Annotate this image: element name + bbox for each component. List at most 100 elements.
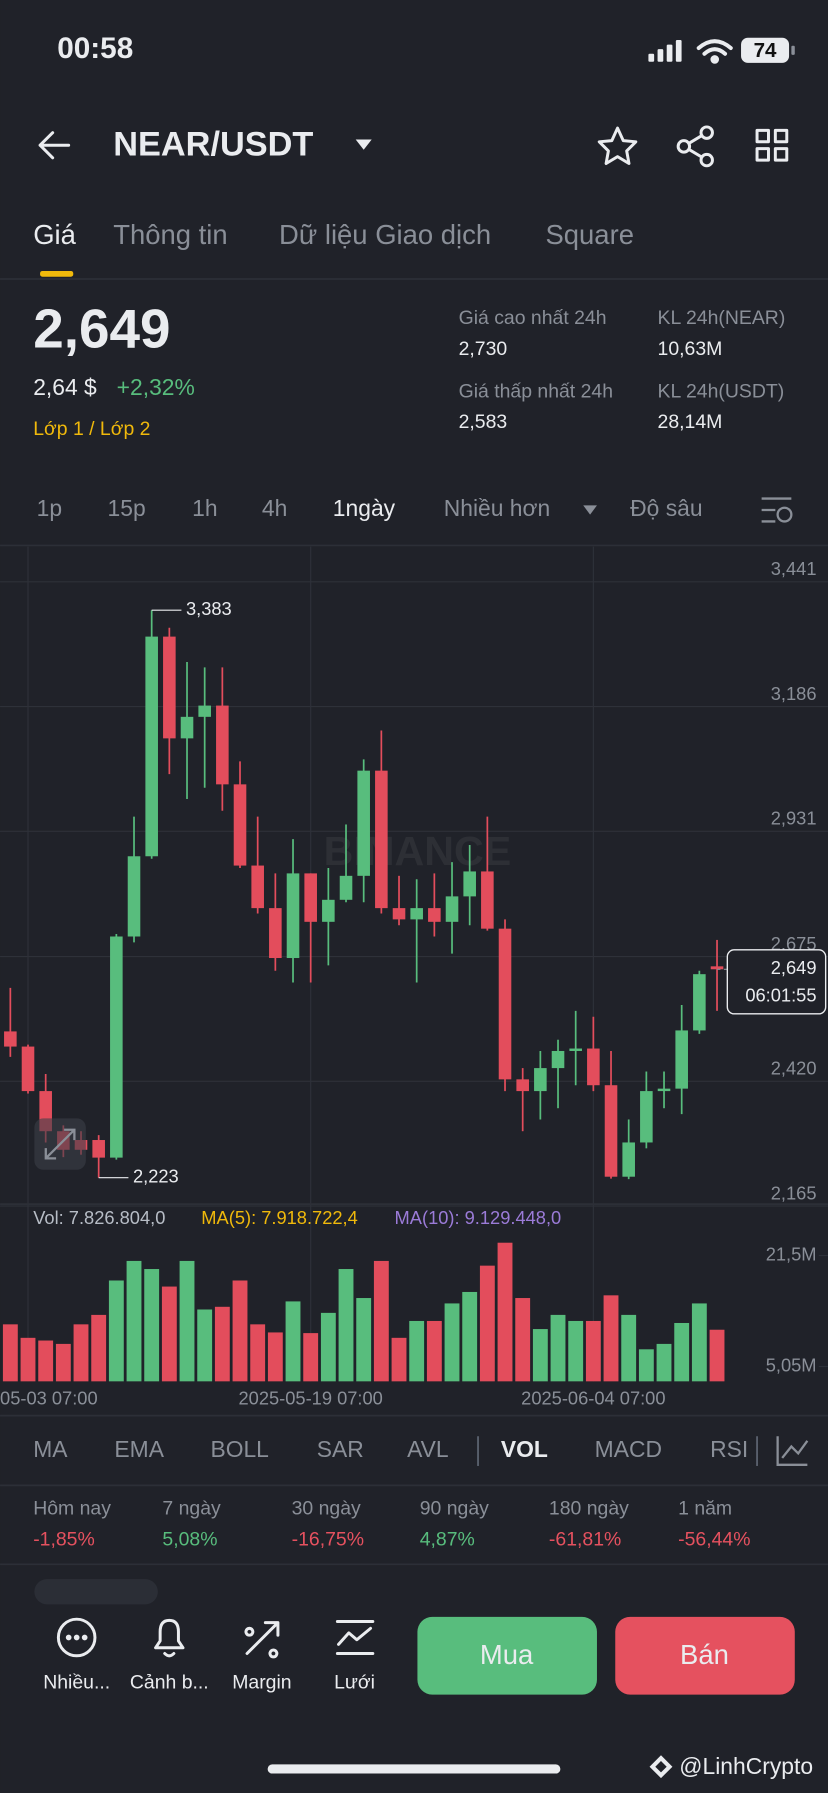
perf-label: 7 ngày xyxy=(162,1498,221,1520)
indicator[interactable]: BOLL xyxy=(210,1436,268,1462)
perf-value: -56,44% xyxy=(678,1528,750,1550)
indicator[interactable]: VOL xyxy=(501,1436,548,1462)
buy-button[interactable] xyxy=(417,1616,597,1695)
candle-body xyxy=(251,865,264,909)
timeframe[interactable]: Nhiều hơn xyxy=(444,495,551,521)
nav-label[interactable]: Cảnh b... xyxy=(130,1671,209,1693)
nav-icon-grid[interactable] xyxy=(335,1619,375,1655)
volume-bar xyxy=(285,1301,301,1382)
indicator-settings[interactable] xyxy=(776,1436,809,1466)
timeframe[interactable]: 1p xyxy=(37,495,62,521)
volume-bar xyxy=(250,1324,266,1382)
x-tick-label: 2025-06-04 07:00 xyxy=(521,1387,665,1408)
volume-bar xyxy=(214,1306,230,1382)
perf-value: 5,08% xyxy=(162,1528,217,1550)
ma10-header: MA(10): 9.129.448,0 xyxy=(395,1207,562,1228)
indicator[interactable]: RSI xyxy=(710,1436,748,1462)
nav-icon-more[interactable] xyxy=(56,1617,97,1658)
pair-title[interactable]: NEAR/USDT xyxy=(113,125,313,163)
timeframe[interactable]: Độ sâu xyxy=(630,495,702,521)
perf-value: -16,75% xyxy=(292,1528,364,1550)
chart: 3,441 3,186 2,931 2,675 2,420 2,165 05-03 07:0… xyxy=(0,546,828,1408)
layer-tag[interactable]: Lớp 1 / Lớp 2 xyxy=(33,418,150,440)
indicator[interactable]: EMA xyxy=(114,1436,164,1462)
volume-bar xyxy=(108,1280,124,1382)
last-price-label: 2,649 xyxy=(771,957,817,978)
battery-tip xyxy=(791,45,795,55)
indicator[interactable]: MACD xyxy=(595,1436,662,1462)
volume-bar xyxy=(515,1298,531,1382)
last-price: 2,649 xyxy=(33,297,170,359)
nav-label[interactable]: Margin xyxy=(232,1671,291,1693)
wifi-icon xyxy=(696,39,733,64)
volume-bar xyxy=(161,1286,177,1382)
status-time: 00:58 xyxy=(57,32,133,65)
nav-label[interactable]: Lưới xyxy=(334,1671,375,1693)
countdown: 06:01:55 xyxy=(745,985,816,1006)
indicator[interactable]: SAR xyxy=(317,1436,364,1462)
candle-body xyxy=(551,1050,565,1069)
candle-body xyxy=(410,908,423,920)
vol-header: Vol: 7.826.804,0 xyxy=(33,1207,165,1228)
timeframe[interactable]: 15p xyxy=(108,495,146,521)
candle-body xyxy=(322,899,335,922)
tab[interactable]: Square xyxy=(546,219,634,250)
chart-settings[interactable] xyxy=(761,497,793,523)
y-tick-label: 2,931 xyxy=(771,808,817,829)
timeframe[interactable]: 4h xyxy=(262,495,287,521)
candle-body xyxy=(428,908,441,922)
volume-bar xyxy=(391,1337,407,1382)
nav-icon-alert[interactable] xyxy=(154,1618,185,1658)
timeframe[interactable]: 1h xyxy=(192,495,217,521)
candle-body xyxy=(710,966,724,970)
volume-bar xyxy=(568,1320,584,1382)
tab[interactable]: Thông tin xyxy=(113,219,227,250)
annotation-label: 2,223 xyxy=(133,1166,179,1187)
volume-bar xyxy=(532,1329,548,1382)
buy-label[interactable]: Mua xyxy=(480,1639,534,1670)
credit-logo xyxy=(649,1755,673,1779)
candle-body xyxy=(587,1048,600,1086)
volume-bar xyxy=(73,1324,89,1382)
volume-bar xyxy=(338,1269,354,1382)
volume-bar xyxy=(638,1349,654,1382)
y-tick-label: 2,420 xyxy=(771,1058,817,1079)
candle-body xyxy=(304,873,317,922)
pair-dropdown[interactable] xyxy=(355,139,372,150)
y-tick-label: 21,5M xyxy=(766,1243,817,1264)
candle-body xyxy=(622,1142,635,1177)
share-button[interactable] xyxy=(676,125,714,168)
tab[interactable]: Dữ liệu Giao dịch xyxy=(279,219,491,250)
sell-button[interactable] xyxy=(615,1616,795,1695)
volume-bar xyxy=(656,1343,672,1382)
nav-icon-margin[interactable] xyxy=(244,1621,280,1659)
nav-label[interactable]: Nhiều... xyxy=(43,1671,110,1693)
back-button[interactable] xyxy=(38,131,71,160)
watermark: BINANCE xyxy=(324,828,512,874)
indicator[interactable]: AVL xyxy=(407,1436,449,1462)
timeframe[interactable]: 1ngày xyxy=(333,495,396,521)
more-dropdown[interactable] xyxy=(583,505,597,515)
price-change: +2,32% xyxy=(117,374,195,400)
candle-body xyxy=(534,1068,547,1092)
candle-body xyxy=(92,1140,105,1158)
sell-label[interactable]: Bán xyxy=(680,1639,729,1670)
perf-value: -61,81% xyxy=(549,1528,621,1550)
volume-bar xyxy=(267,1332,283,1382)
perf-label: Hôm nay xyxy=(33,1498,111,1520)
favorite-button[interactable] xyxy=(597,126,638,166)
volume-bar xyxy=(621,1314,637,1382)
volume-bar xyxy=(38,1340,54,1382)
candle-body xyxy=(375,770,388,909)
volume-bar xyxy=(320,1312,336,1382)
battery-level: 74 xyxy=(754,39,777,62)
stat-label: Giá cao nhất 24h xyxy=(459,307,607,329)
layout-button[interactable] xyxy=(755,128,789,162)
tab[interactable]: Giá xyxy=(33,219,76,250)
indicator[interactable]: MA xyxy=(33,1436,68,1462)
candle-body xyxy=(604,1085,618,1177)
volume-bar xyxy=(197,1309,213,1382)
expand-button[interactable] xyxy=(34,1118,86,1170)
volume-bar xyxy=(479,1265,495,1382)
